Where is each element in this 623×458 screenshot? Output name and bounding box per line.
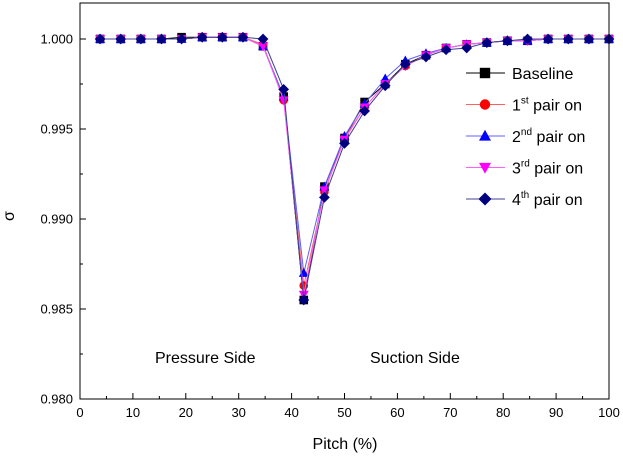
pressure-side-label: Pressure Side: [155, 350, 256, 367]
legend-item: 2nd pair on: [466, 127, 585, 146]
x-tick-label: 30: [231, 405, 245, 420]
data-point: [156, 33, 167, 45]
data-point: [278, 96, 289, 106]
x-tick-label: 10: [126, 405, 140, 420]
data-point: [176, 33, 187, 45]
legend-marker: [479, 99, 491, 110]
data-point: [196, 31, 208, 43]
x-tick-label: 50: [337, 405, 351, 420]
data-point: [562, 33, 574, 45]
plot-area: [94, 31, 615, 306]
legend-item: 4th pair on: [466, 190, 583, 209]
data-point: [339, 138, 350, 149]
data-point: [298, 294, 310, 306]
data-point: [440, 44, 452, 56]
legend-label: 2nd pair on: [512, 127, 585, 146]
x-tick-label: 100: [598, 405, 620, 420]
data-point: [461, 42, 473, 54]
data-point: [94, 33, 106, 45]
legend-label: 4th pair on: [512, 190, 583, 209]
y-tick-label: 0.985: [40, 302, 73, 317]
data-point: [319, 186, 330, 196]
x-tick-label: 60: [390, 405, 404, 420]
data-point: [542, 33, 554, 45]
legend-marker: [479, 162, 491, 174]
legend-label: 1st pair on: [512, 96, 582, 115]
data-point: [319, 192, 330, 203]
y-tick-label: 0.995: [40, 122, 73, 137]
legend-label: Baseline: [512, 66, 573, 83]
x-axis-title: Pitch (%): [313, 436, 378, 453]
legend-item: 3rd pair on: [466, 159, 583, 178]
y-tick-label: 0.990: [40, 212, 73, 227]
x-tick-label: 70: [443, 405, 457, 420]
data-point: [237, 31, 249, 43]
data-point: [216, 31, 228, 43]
x-tick-label: 90: [549, 405, 563, 420]
x-tick-label: 40: [284, 405, 298, 420]
data-point: [257, 33, 269, 45]
x-tick-label: 0: [76, 405, 83, 420]
data-point: [135, 33, 147, 45]
y-tick-label: 0.980: [40, 392, 73, 407]
legend: Baseline 1st pair on 2nd pair on 3rd pair o…: [466, 66, 585, 209]
x-tick-label: 20: [179, 405, 193, 420]
data-point: [379, 80, 391, 92]
legend-marker: [479, 67, 491, 79]
legend-item: 1st pair on: [466, 96, 582, 115]
data-point: [583, 33, 595, 45]
data-point: [359, 105, 370, 117]
data-point: [278, 84, 290, 95]
x-tick-label: 80: [496, 405, 510, 420]
data-point: [481, 37, 493, 48]
legend-item: Baseline: [466, 66, 573, 83]
data-point: [115, 33, 127, 45]
legend-marker: [478, 192, 492, 206]
y-tick-label: 1.000: [40, 32, 73, 47]
y-axis-title: σ: [1, 211, 18, 221]
legend-marker: [479, 129, 491, 141]
legend-label: 3rd pair on: [512, 159, 583, 178]
data-point: [502, 35, 513, 47]
data-point: [522, 33, 533, 45]
suction-side-label: Suction Side: [370, 350, 460, 367]
data-point: [420, 51, 432, 63]
data-point: [399, 58, 411, 70]
series-5: [94, 31, 615, 306]
axes: 0 10 20 30 40 50 60 70 80 90 100 0.980 0.985 0.990 0.9…: [40, 32, 619, 421]
